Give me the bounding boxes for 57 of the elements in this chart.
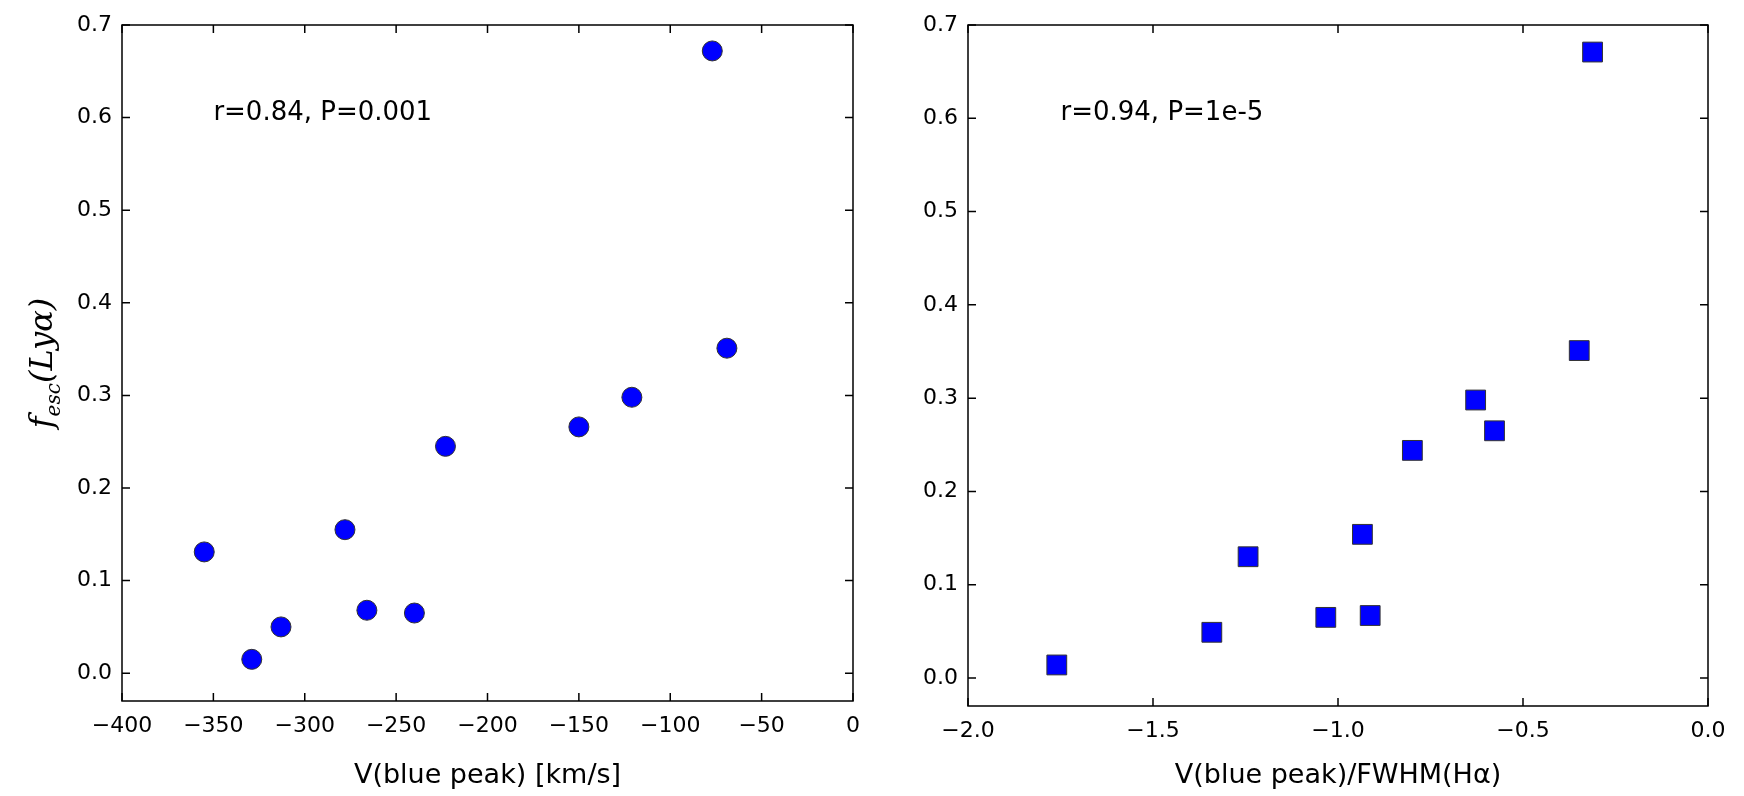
y-tick-label: 0.2 (77, 473, 112, 499)
y-tick-label: 0.6 (77, 103, 112, 129)
point (1582, 41, 1603, 63)
x-tick-label: 0 (846, 711, 860, 737)
point (334, 519, 356, 541)
point (241, 648, 263, 670)
point (1352, 523, 1373, 545)
point (434, 435, 456, 457)
x-tick-label: 0.0 (1690, 716, 1726, 742)
x-tick-label: −400 (91, 711, 153, 737)
x-tick-label: −150 (548, 711, 610, 737)
annotation: r=0.84, P=0.001 (213, 95, 433, 126)
x-tick-label: −300 (274, 711, 335, 737)
point (1201, 621, 1223, 643)
point (356, 599, 378, 621)
x-tick-label: −350 (183, 711, 244, 737)
y-tick-label: 0.7 (77, 10, 112, 36)
y-tick-label: 0.5 (923, 197, 958, 223)
x-tick-label: −100 (640, 711, 701, 737)
x-tick-label: −50 (738, 711, 785, 737)
x-tick-label: −200 (457, 711, 518, 737)
point (1401, 439, 1423, 461)
point (1046, 654, 1068, 676)
y-tick-label: 0.3 (77, 381, 112, 407)
x-tick-label: −1.5 (1126, 716, 1180, 742)
y-tick-label: 0.3 (923, 383, 958, 409)
point (701, 40, 723, 62)
point (270, 616, 292, 638)
y-tick-label: 0.6 (923, 104, 958, 130)
y-tick-label: 0.4 (77, 288, 112, 314)
annotation: r=0.94, P=1e-5 (1060, 96, 1264, 127)
y-axis-title: fesc(Lyα) (22, 297, 65, 431)
y-tick-label: 0.7 (923, 10, 958, 36)
point (568, 416, 590, 438)
y-tick-label: 0.0 (923, 663, 958, 689)
point (621, 386, 643, 408)
point (1315, 606, 1337, 628)
y-tick-label: 0.1 (77, 566, 112, 592)
point (1568, 340, 1590, 361)
x-tick-label: −250 (365, 711, 427, 737)
y-tick-label: 0.0 (77, 658, 112, 684)
x-tick-label: −2.0 (941, 716, 995, 742)
point (1359, 605, 1381, 626)
point (716, 337, 738, 359)
y-tick-label: 0.1 (923, 570, 958, 596)
x-axis-title: V(blue peak)/FWHM(Hα) (1174, 757, 1502, 789)
point (403, 602, 425, 624)
point (1465, 389, 1487, 411)
y-tick-label: 0.5 (77, 195, 112, 221)
point (1484, 420, 1505, 442)
x-tick-label: −0.5 (1496, 716, 1550, 742)
point (1237, 546, 1259, 568)
x-tick-label: −1.0 (1311, 716, 1365, 742)
x-axis-title: V(blue peak) [km/s] (353, 757, 622, 789)
y-tick-label: 0.4 (923, 290, 958, 316)
point (193, 541, 215, 563)
y-tick-label: 0.2 (923, 477, 958, 503)
